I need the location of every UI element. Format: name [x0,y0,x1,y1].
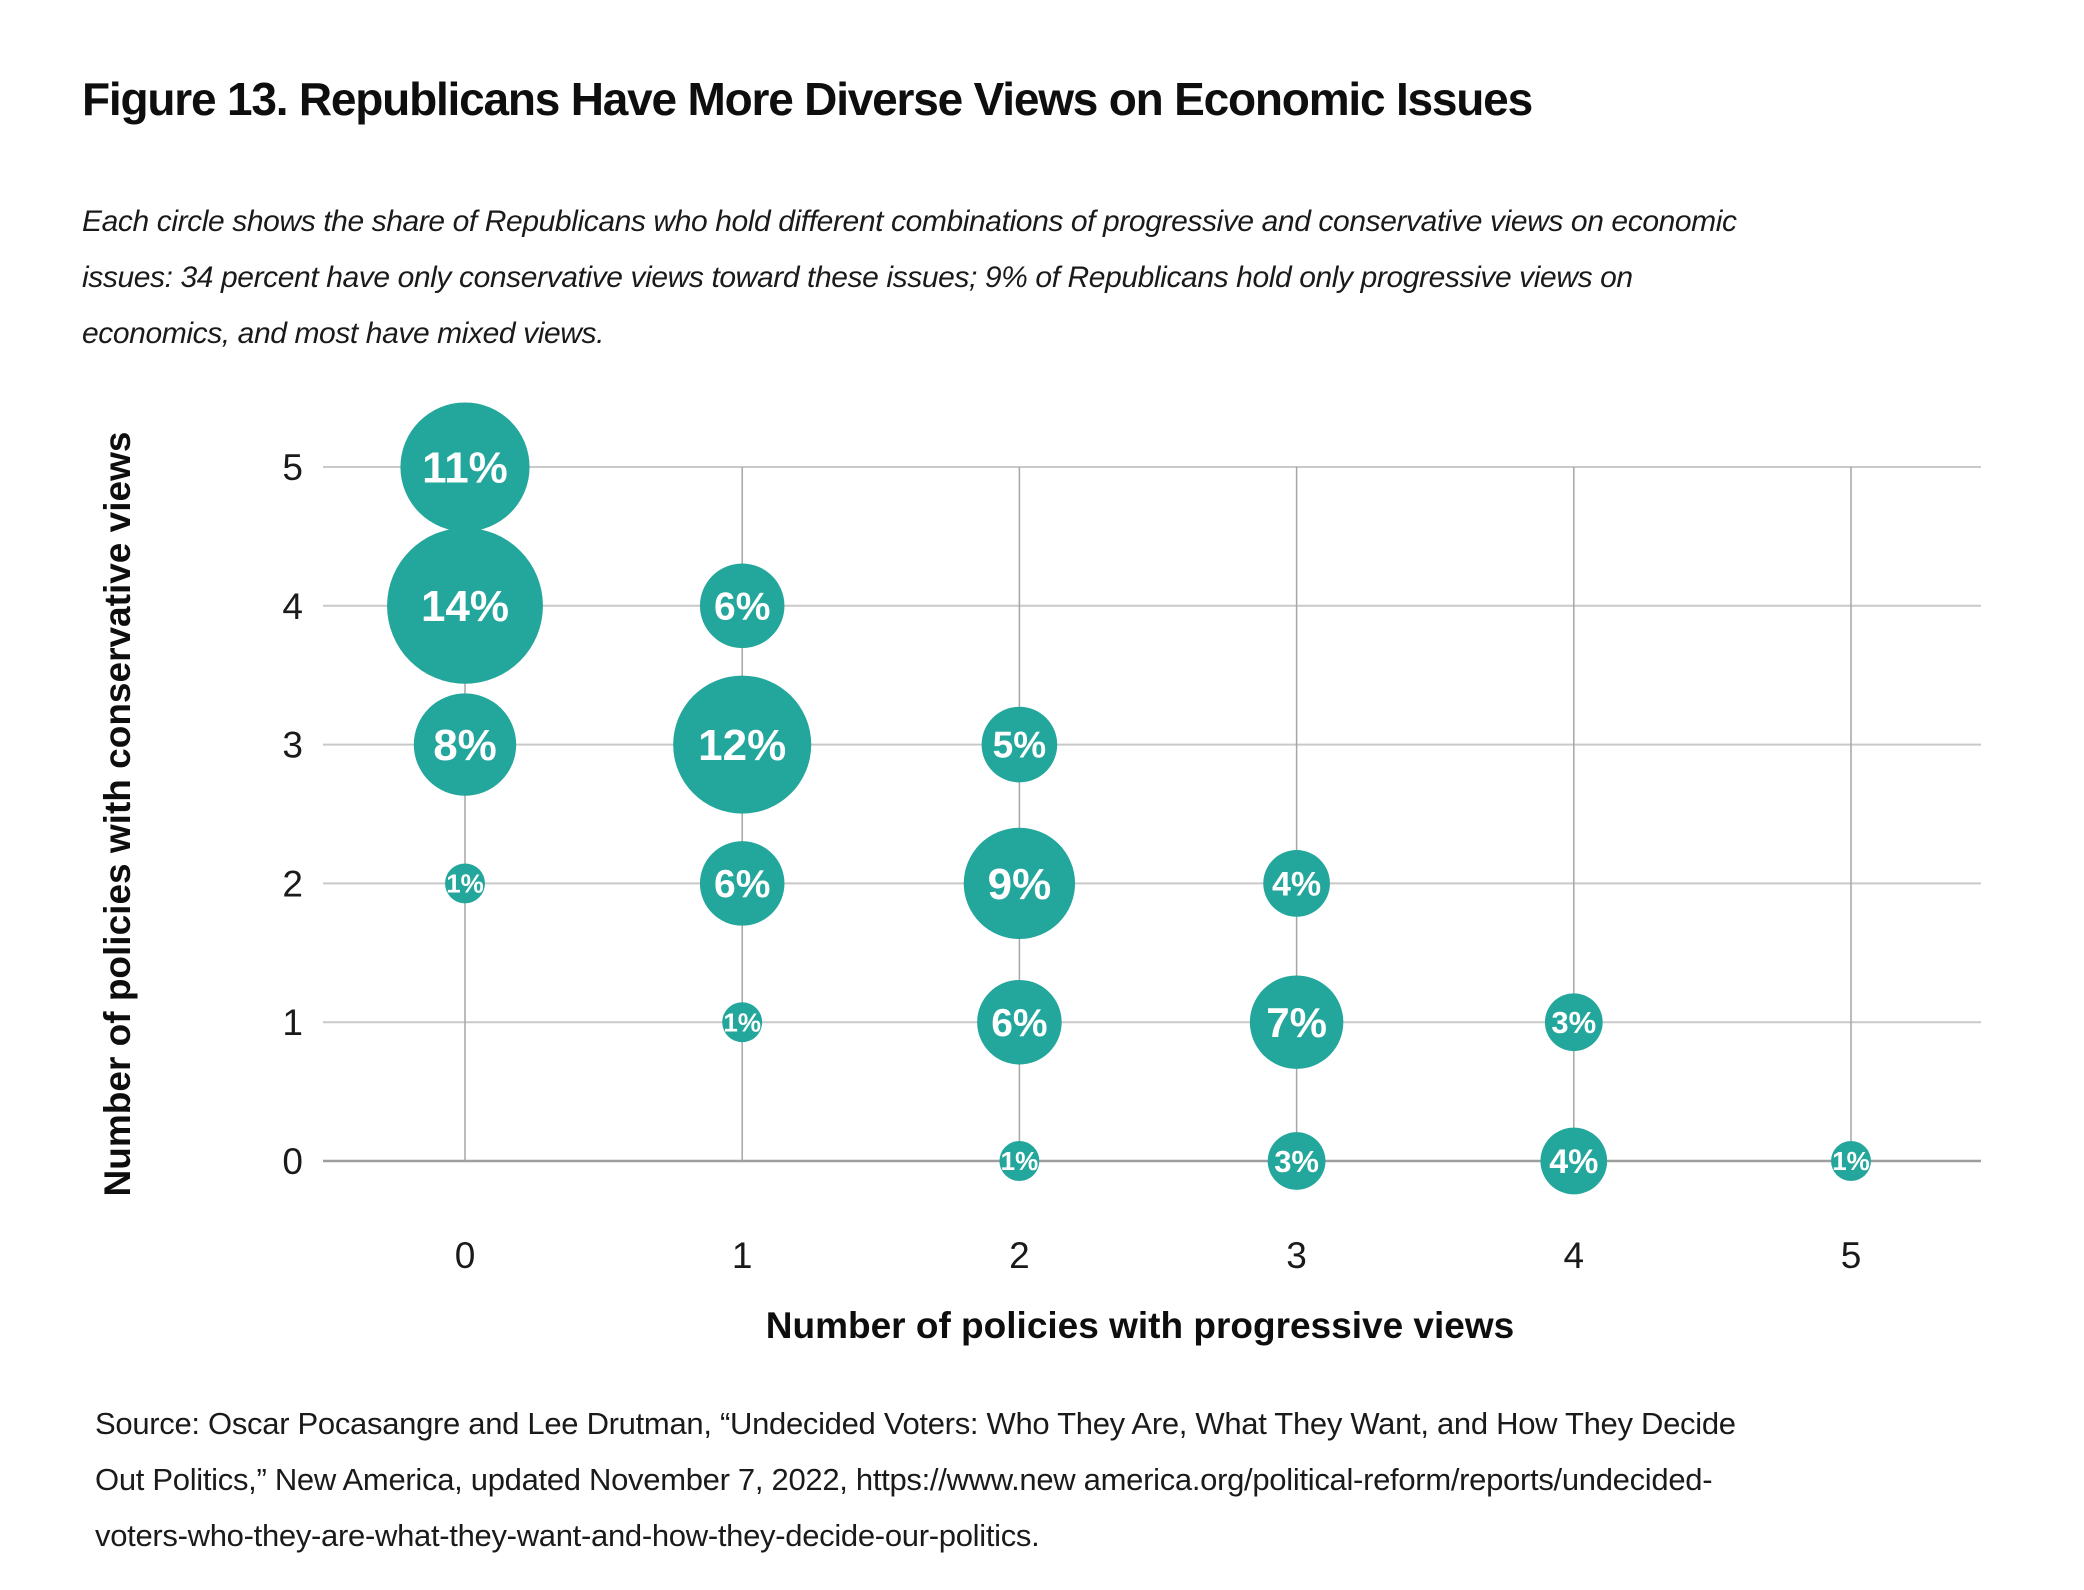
source-line: Out Politics,” New America, updated Nove… [95,1462,1713,1497]
source-note: Source: Oscar Pocasangre and Lee Drutman… [95,1396,1736,1564]
y-tick-label: 0 [282,1141,303,1182]
bubble [673,675,812,814]
bubble-label: 1% [446,869,484,899]
bubble-label: 11% [422,443,508,492]
subtitle-line: issues: 34 percent have only conservativ… [82,261,1633,294]
source-line: voters-who-they-are-what-they-want-and-h… [95,1518,1040,1553]
figure-title: Figure 13. Republicans Have More Diverse… [82,73,1533,125]
bubble-label: 1% [723,1007,761,1037]
bubble-label: 6% [714,585,770,628]
x-tick-label: 4 [1564,1235,1585,1276]
x-tick-label: 5 [1841,1235,1862,1276]
bubble [977,979,1062,1065]
bubble-label: 1% [1832,1146,1870,1176]
y-tick-label: 5 [282,447,303,488]
source-line: Source: Oscar Pocasangre and Lee Drutman… [95,1406,1736,1441]
bubble-label: 7% [1266,999,1327,1046]
bubble [400,402,530,532]
bubble [413,693,517,796]
x-tick-label: 1 [732,1235,753,1276]
bubble-label: 5% [993,725,1046,766]
bubble-label: 6% [991,1002,1047,1045]
bubble [1540,1127,1608,1195]
bubble [1249,975,1344,1069]
bubble [981,706,1058,783]
y-axis-title: Number of policies with conservative vie… [97,432,138,1197]
bubble-label: 8% [433,721,497,770]
x-tick-label: 0 [455,1235,476,1276]
x-tick-label: 3 [1286,1235,1307,1276]
y-tick-label: 2 [282,863,303,904]
bubble-label: 12% [698,721,786,770]
x-axis-title: Number of policies with progressive view… [766,1305,1514,1346]
bubble-label: 3% [1551,1005,1596,1040]
bubble-label: 14% [421,582,509,631]
bubble [1263,850,1330,917]
bubble [963,827,1076,940]
figure-subtitle: Each circle shows the share of Republica… [82,194,1737,362]
bubble [445,863,485,904]
bubble [1267,1132,1326,1190]
y-tick-label: 4 [282,586,303,627]
x-tick-label: 2 [1009,1235,1030,1276]
bubble-label: 1% [1001,1146,1039,1176]
y-tick-label: 3 [282,725,303,766]
bubble [999,1141,1040,1181]
y-tick-label: 1 [282,1002,303,1043]
bubble-label: 4% [1272,865,1321,903]
bubble-label: 3% [1274,1144,1319,1179]
bubble-label: 4% [1549,1143,1598,1181]
bubble-label: 6% [714,863,770,906]
bubble [699,563,785,649]
bubble [1831,1141,1871,1181]
bubble [387,527,543,684]
subtitle-line: Each circle shows the share of Republica… [82,205,1737,238]
bubble [722,1002,763,1043]
subtitle-line: economics, and most have mixed views. [82,317,605,350]
bubble [1544,993,1603,1052]
bubble-label: 9% [988,860,1052,909]
bubble [699,841,785,926]
